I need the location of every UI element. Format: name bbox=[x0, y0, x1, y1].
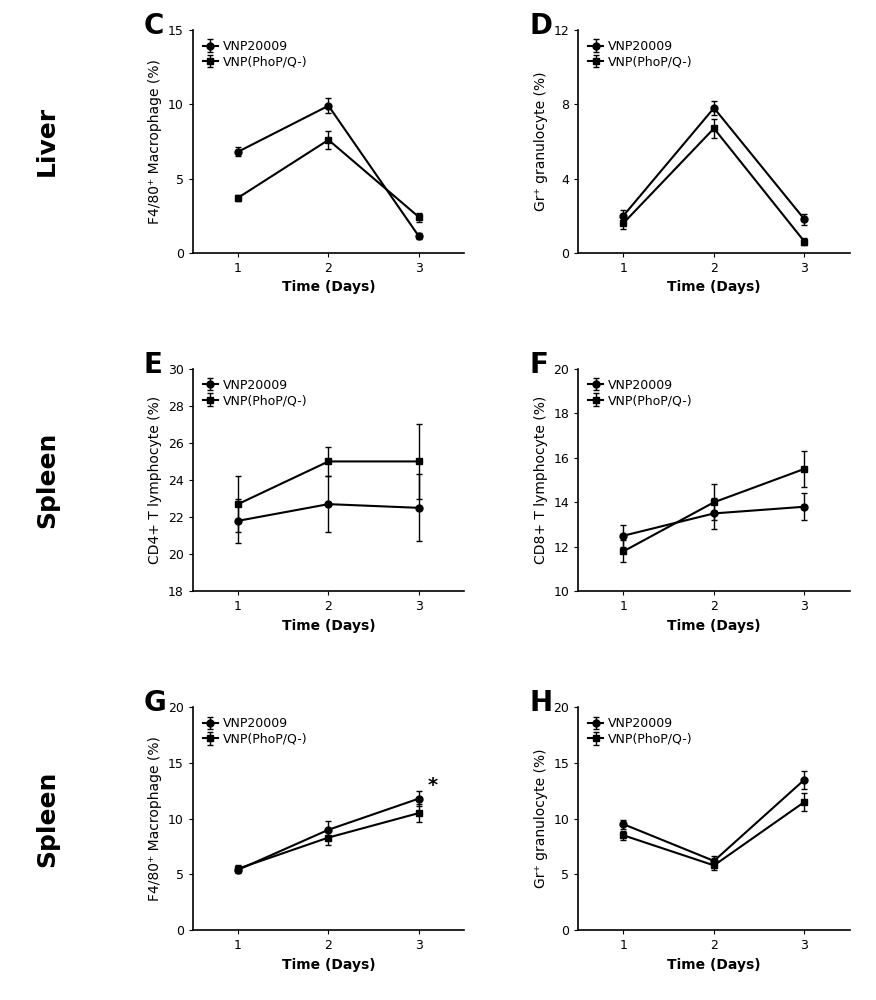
Legend: VNP20009, VNP(PhoP/Q-): VNP20009, VNP(PhoP/Q-) bbox=[199, 713, 311, 749]
Text: Liver: Liver bbox=[35, 106, 59, 176]
Y-axis label: Gr⁺ granulocyte (%): Gr⁺ granulocyte (%) bbox=[533, 72, 548, 211]
X-axis label: Time (Days): Time (Days) bbox=[282, 280, 375, 294]
Text: C: C bbox=[144, 12, 164, 40]
X-axis label: Time (Days): Time (Days) bbox=[668, 280, 760, 294]
Y-axis label: CD4+ T lymphocyte (%): CD4+ T lymphocyte (%) bbox=[148, 396, 162, 564]
Y-axis label: CD8+ T lymphocyte (%): CD8+ T lymphocyte (%) bbox=[533, 396, 548, 564]
Text: Spleen: Spleen bbox=[35, 432, 59, 528]
Text: *: * bbox=[428, 776, 438, 795]
Legend: VNP20009, VNP(PhoP/Q-): VNP20009, VNP(PhoP/Q-) bbox=[584, 713, 696, 749]
Y-axis label: F4/80⁺ Macrophage (%): F4/80⁺ Macrophage (%) bbox=[148, 736, 162, 901]
Text: E: E bbox=[144, 351, 163, 379]
Legend: VNP20009, VNP(PhoP/Q-): VNP20009, VNP(PhoP/Q-) bbox=[199, 375, 311, 411]
Text: D: D bbox=[529, 12, 553, 40]
X-axis label: Time (Days): Time (Days) bbox=[282, 958, 375, 972]
X-axis label: Time (Days): Time (Days) bbox=[282, 619, 375, 633]
Text: Spleen: Spleen bbox=[35, 770, 59, 867]
Legend: VNP20009, VNP(PhoP/Q-): VNP20009, VNP(PhoP/Q-) bbox=[584, 375, 696, 411]
Text: F: F bbox=[529, 351, 548, 379]
Y-axis label: F4/80⁺ Macrophage (%): F4/80⁺ Macrophage (%) bbox=[148, 59, 162, 224]
X-axis label: Time (Days): Time (Days) bbox=[668, 619, 760, 633]
Text: G: G bbox=[144, 689, 166, 717]
Legend: VNP20009, VNP(PhoP/Q-): VNP20009, VNP(PhoP/Q-) bbox=[199, 36, 311, 72]
Text: H: H bbox=[529, 689, 553, 717]
Y-axis label: Gr⁺ granulocyte (%): Gr⁺ granulocyte (%) bbox=[533, 749, 548, 888]
Legend: VNP20009, VNP(PhoP/Q-): VNP20009, VNP(PhoP/Q-) bbox=[584, 36, 696, 72]
X-axis label: Time (Days): Time (Days) bbox=[668, 958, 760, 972]
